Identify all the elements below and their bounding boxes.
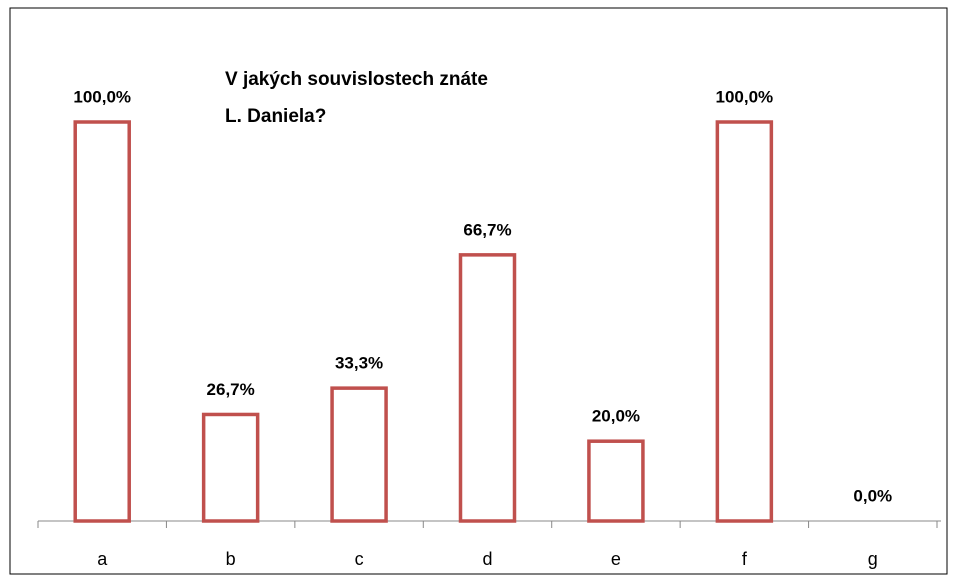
chart-title: V jakých souvislostech znáte	[225, 69, 488, 90]
x-tick-label: g	[868, 549, 878, 569]
data-label: 33,3%	[335, 354, 383, 373]
x-tick-label: d	[482, 549, 492, 569]
bar	[587, 439, 645, 523]
x-tick-label: e	[611, 549, 621, 569]
data-label: 100,0%	[73, 87, 131, 106]
x-tick-label: c	[355, 549, 364, 569]
chart-title: L. Daniela?	[225, 106, 326, 127]
x-tick-label: a	[97, 549, 108, 569]
bar	[73, 120, 131, 523]
data-label: 20,0%	[592, 407, 640, 426]
bar	[458, 253, 517, 523]
bar	[330, 386, 388, 523]
x-tick-label: f	[742, 549, 748, 569]
bar	[201, 412, 260, 523]
data-label: 100,0%	[716, 87, 774, 106]
data-label: 0,0%	[853, 486, 892, 505]
data-label: 66,7%	[463, 220, 511, 239]
x-tick-label: b	[226, 549, 236, 569]
bar	[715, 120, 774, 523]
data-label: 26,7%	[207, 380, 255, 399]
